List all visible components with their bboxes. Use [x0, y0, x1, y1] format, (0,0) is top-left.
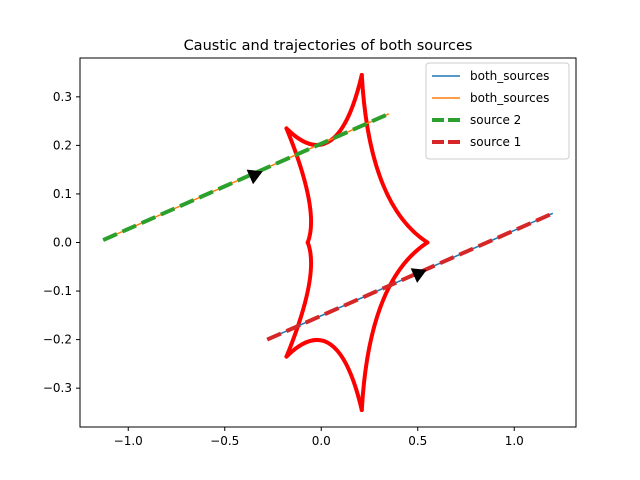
y-tick-label: −0.2 — [43, 333, 72, 347]
caustic-segment — [284, 338, 364, 413]
x-tick-label: 1.0 — [505, 434, 524, 448]
legend-label: source 2 — [470, 113, 521, 127]
caustic-segment — [359, 72, 430, 245]
x-tick-label: 0.0 — [312, 434, 331, 448]
chart-title: Caustic and trajectories of both sources — [184, 38, 473, 54]
series-line-4 — [266, 211, 554, 342]
y-tick-label: 0.3 — [53, 90, 72, 104]
plot-area: −1.0 −0.5 0.0 0.5 1.0 −0.3 −0.2 −0.1 0.0 0.1 0.2 0.… — [43, 57, 577, 448]
legend-label: both_sources — [470, 91, 549, 105]
direction-arrow-2 — [410, 268, 427, 283]
y-tick-label: 0.0 — [53, 236, 72, 250]
legend-label: source 1 — [470, 135, 521, 149]
y-tick-label: 0.2 — [53, 138, 72, 152]
legend-box — [425, 62, 570, 160]
x-tick-label: 0.5 — [408, 434, 427, 448]
x-tick-label: −1.0 — [114, 434, 143, 448]
direction-arrow-1 — [246, 169, 263, 185]
x-tick-label: −0.5 — [210, 434, 239, 448]
y-tick-label: 0.1 — [53, 187, 72, 201]
caustic-segment — [284, 126, 314, 245]
y-tick-label: −0.1 — [43, 284, 72, 298]
y-tick-label: −0.3 — [43, 381, 72, 395]
legend-label: both_sources — [470, 69, 549, 83]
series-line-3 — [102, 112, 390, 242]
caustic-segment — [284, 240, 314, 359]
caustic-segment — [359, 240, 430, 413]
